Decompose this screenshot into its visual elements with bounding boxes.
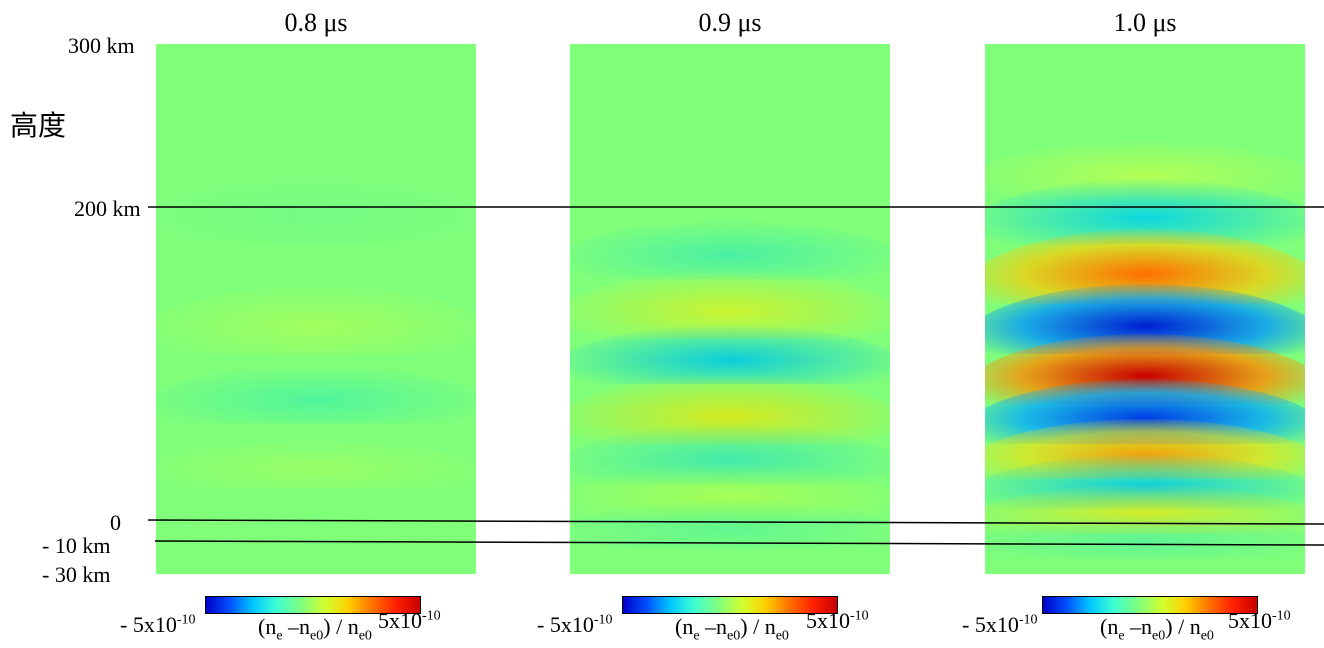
line-0km (147, 519, 1324, 525)
panel-title-0-9us: 0.9 μs (698, 8, 762, 37)
colorbar-formula: (ne –ne0) / ne0 (1100, 614, 1214, 644)
colorbar-min-label: - 5x10-10 (537, 612, 613, 637)
altitude-tick-0: 0 (110, 510, 121, 535)
colorbar-max-label: 5x10-10 (806, 608, 869, 633)
altitude-tick-200: 200 km (74, 196, 141, 221)
field-panel-0-8us (156, 44, 476, 574)
panel-title-0-8us: 0.8 μs (284, 8, 348, 37)
colorbar-formula: (ne –ne0) / ne0 (258, 614, 372, 644)
altitude-tick-minus10: - 10 km (42, 533, 111, 558)
line-minus10km (154, 540, 1324, 546)
colorbar-min-label: - 5x10-10 (120, 612, 196, 637)
colorbar-max-label: 5x10-10 (378, 608, 441, 633)
colorbar-formula: (ne –ne0) / ne0 (675, 614, 789, 644)
colorbar-0-8us (205, 596, 421, 614)
altitude-tick-minus30: - 30 km (42, 562, 111, 587)
altitude-tick-300: 300 km (68, 33, 135, 58)
panel-title-1-0us: 1.0 μs (1113, 8, 1177, 37)
colorbar-1-0us (1042, 596, 1258, 614)
field-panel-1-0us (985, 44, 1305, 574)
colorbar-min-label: - 5x10-10 (962, 612, 1038, 637)
colorbar-0-9us (622, 596, 838, 614)
field-panel-0-9us (570, 44, 890, 574)
altitude-axis-label: 高度 (10, 111, 67, 142)
colorbar-max-label: 5x10-10 (1228, 608, 1291, 633)
